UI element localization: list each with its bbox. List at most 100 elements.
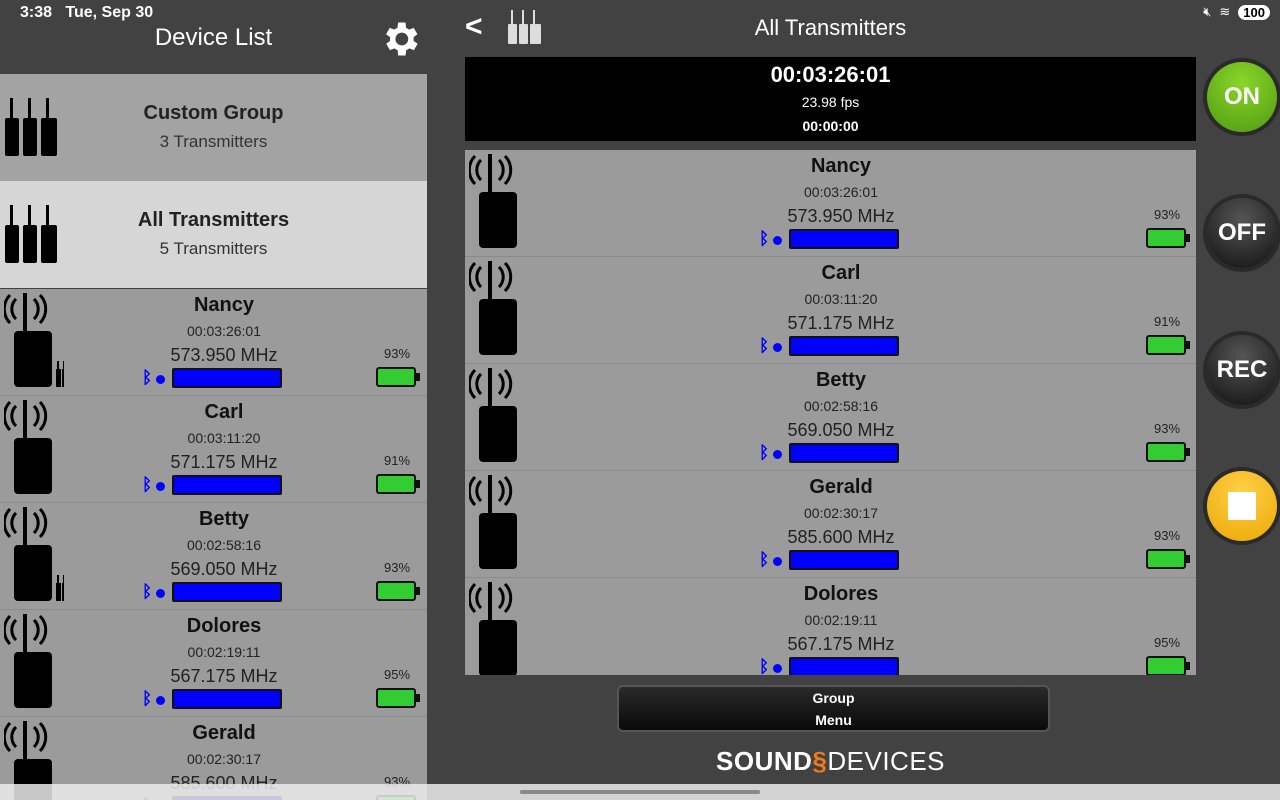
battery-icon — [1146, 442, 1190, 462]
transmitter-name: Gerald — [809, 476, 873, 498]
group-count: 3 Transmitters — [159, 132, 268, 151]
transmitter-frequency: 569.050 MHz — [787, 420, 895, 440]
transmitter-name: Carl — [204, 401, 244, 423]
transmitter-icon — [4, 614, 52, 708]
transmitter-name: Gerald — [192, 722, 256, 744]
group-title: All Transmitters — [754, 15, 907, 40]
rec-button[interactable]: REC — [1207, 335, 1277, 405]
off-button[interactable]: OFF — [1207, 198, 1277, 268]
bluetooth-dot — [156, 589, 165, 598]
bluetooth-icon: ᛒ — [759, 550, 770, 569]
transmitter-timecode: 00:03:11:20 — [804, 291, 878, 307]
bluetooth-icon: ᛒ — [759, 229, 770, 248]
transmitter-icon — [469, 582, 517, 675]
transmitter-timecode: 00:02:30:17 — [187, 751, 261, 767]
transmitter-icon — [469, 368, 517, 462]
transmitter-name: Nancy — [810, 155, 872, 177]
battery-icon — [1146, 549, 1190, 569]
audio-level-bar — [789, 657, 899, 675]
battery-percent: 91% — [384, 453, 411, 468]
transmitter-row[interactable]: Carl 00:03:11:20 571.175 MHz ᛒ 91% — [0, 396, 427, 503]
transmitter-icon — [469, 154, 517, 248]
audio-level-bar — [789, 550, 899, 570]
group-count: 5 Transmitters — [159, 239, 268, 258]
stop-button[interactable] — [1207, 471, 1277, 541]
bluetooth-dot — [156, 696, 165, 705]
transmitter-name: Dolores — [803, 583, 879, 605]
transmitter-row[interactable]: Nancy 00:03:26:01 573.950 MHz ᛒ 93% — [465, 150, 1196, 257]
battery-percent: 93% — [1154, 207, 1181, 222]
bluetooth-dot — [773, 236, 782, 245]
transmitter-timecode: 00:03:26:01 — [804, 184, 878, 200]
bluetooth-icon: ᛒ — [759, 336, 770, 355]
audio-level-bar — [789, 336, 899, 356]
transmitter-timecode: 00:03:26:01 — [187, 323, 261, 339]
transmitter-timecode: 00:03:11:20 — [187, 430, 261, 446]
bluetooth-dot — [773, 557, 782, 566]
transmitter-icon — [469, 475, 517, 569]
transmitter-name: Dolores — [186, 615, 262, 637]
transmitter-timecode: 00:02:58:16 — [187, 537, 261, 553]
audio-level-bar — [172, 582, 282, 602]
group-menu-button[interactable]: Group Menu — [617, 685, 1050, 732]
transmitter-timecode: 00:02:19:11 — [804, 612, 878, 628]
battery-icon — [1146, 228, 1190, 248]
stop-icon — [1228, 492, 1256, 520]
battery-percent: 93% — [1154, 528, 1181, 543]
group-custom[interactable]: Custom Group 3 Transmitters — [0, 74, 427, 181]
transmitter-frequency: 567.175 MHz — [787, 634, 895, 654]
status-icons: 🔇︎ ≋ 100 — [1203, 4, 1270, 20]
battery-icon — [1146, 656, 1190, 675]
bluetooth-icon: ᛒ — [142, 368, 153, 387]
battery-percent: 93% — [1154, 421, 1181, 436]
audio-level-bar — [789, 229, 899, 249]
transmitter-row[interactable]: Dolores 00:02:19:11 567.175 MHz ᛒ 95% — [465, 578, 1196, 675]
group-name: Custom Group — [143, 102, 284, 124]
transmitter-frequency: 573.950 MHz — [787, 206, 895, 226]
transmitter-name: Carl — [821, 262, 861, 284]
battery-icon — [376, 474, 420, 494]
transmitter-icon — [4, 293, 64, 387]
sub-timecode: 00:00:00 — [802, 118, 859, 134]
bluetooth-dot — [773, 450, 782, 459]
bluetooth-icon: ᛒ — [142, 475, 153, 494]
battery-level: 100 — [1238, 4, 1270, 20]
transmitter-timecode: 00:02:30:17 — [804, 505, 878, 521]
home-indicator-bar — [0, 784, 1280, 800]
battery-icon — [1146, 335, 1190, 355]
group-all-transmitters[interactable]: All Transmitters 5 Transmitters — [0, 181, 427, 288]
wifi-icon: ≋ — [1219, 4, 1231, 19]
settings-gear-icon[interactable] — [378, 17, 422, 61]
battery-percent: 95% — [384, 667, 411, 682]
transmitter-group-icon — [5, 98, 57, 156]
audio-level-bar — [789, 443, 899, 463]
home-indicator[interactable] — [520, 790, 760, 794]
transmitter-row[interactable]: Betty 00:02:58:16 569.050 MHz ᛒ 93% — [0, 503, 427, 610]
transmitter-row[interactable]: Nancy 00:03:26:01 573.950 MHz ᛒ 93% — [0, 289, 427, 396]
transmitter-group-icon — [508, 10, 541, 44]
bluetooth-icon: ᛒ — [142, 582, 153, 601]
frame-rate: 23.98 fps — [801, 94, 860, 110]
bluetooth-dot — [156, 482, 165, 491]
timecode-display: 00:03:26:01 23.98 fps 00:00:00 — [465, 57, 1196, 141]
battery-percent: 91% — [1154, 314, 1181, 329]
on-button[interactable]: ON — [1207, 62, 1277, 132]
back-chevron-icon[interactable]: < — [465, 10, 483, 43]
transmitter-row[interactable]: Gerald 00:02:30:17 585.600 MHz ᛒ 93% — [465, 471, 1196, 578]
audio-level-bar — [172, 368, 282, 388]
battery-icon — [376, 688, 420, 708]
battery-percent: 93% — [384, 346, 411, 361]
battery-percent: 93% — [384, 560, 411, 575]
mute-icon: 🔇︎ — [1203, 4, 1212, 19]
transmitter-name: Nancy — [193, 294, 255, 316]
transmitter-icon — [4, 507, 64, 601]
transmitter-list[interactable]: Nancy 00:03:26:01 573.950 MHz ᛒ 93% Carl… — [465, 150, 1196, 675]
transmitter-group-icon — [5, 205, 57, 263]
transmitter-icon — [469, 261, 517, 355]
transmitter-frequency: 567.175 MHz — [170, 666, 278, 686]
transmitter-row[interactable]: Betty 00:02:58:16 569.050 MHz ᛒ 93% — [465, 364, 1196, 471]
transmitter-row[interactable]: Carl 00:03:11:20 571.175 MHz ᛒ 91% — [465, 257, 1196, 364]
transmitter-name: Betty — [198, 508, 249, 530]
transmitter-row[interactable]: Dolores 00:02:19:11 567.175 MHz ᛒ 95% — [0, 610, 427, 717]
bluetooth-icon: ᛒ — [142, 689, 153, 708]
